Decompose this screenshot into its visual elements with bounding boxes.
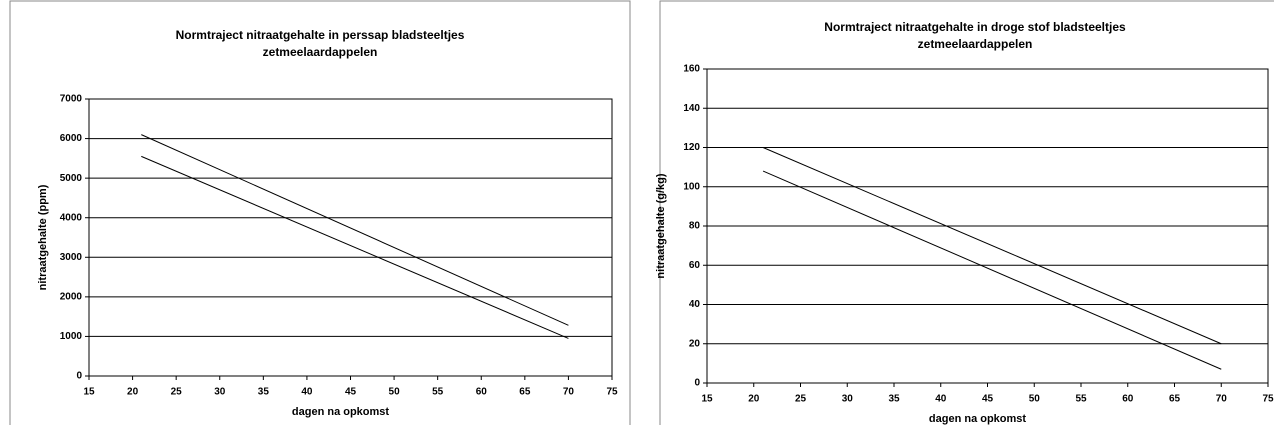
x-tick-label: 75	[606, 387, 618, 398]
x-tick-label: 45	[345, 387, 357, 398]
x-tick-label: 30	[214, 387, 226, 398]
x-tick-label: 65	[1169, 394, 1181, 405]
chart-title: zetmeelaardappelen	[918, 37, 1033, 51]
x-tick-label: 50	[1029, 394, 1041, 405]
series-line	[141, 134, 569, 326]
plot-border	[88, 98, 613, 377]
chart-frame	[9, 0, 631, 425]
y-tick-label: 4000	[60, 212, 83, 223]
x-axis-label: dagen na opkomst	[929, 413, 1027, 425]
y-tick-label: 60	[689, 260, 701, 271]
x-tick-label: 35	[258, 387, 270, 398]
y-tick-label: 20	[689, 338, 701, 349]
chart-frame	[659, 0, 1274, 425]
series-line	[141, 155, 569, 339]
x-tick-label: 55	[1075, 394, 1087, 405]
y-tick-label: 0	[76, 371, 82, 382]
y-tick-label: 2000	[60, 291, 83, 302]
y-tick-label: 3000	[60, 252, 83, 263]
chart-title: zetmeelaardappelen	[263, 45, 378, 59]
x-tick-label: 55	[432, 387, 444, 398]
x-tick-label: 75	[1262, 394, 1274, 405]
y-tick-label: 1000	[60, 331, 83, 342]
chart-title: Normtraject nitraatgehalte in droge stof…	[824, 20, 1126, 34]
x-tick-label: 20	[748, 394, 760, 405]
y-tick-label: 7000	[60, 94, 83, 105]
y-tick-label: 80	[689, 221, 701, 232]
x-tick-label: 70	[1216, 394, 1228, 405]
x-tick-label: 70	[563, 387, 575, 398]
y-tick-label: 6000	[60, 133, 83, 144]
y-tick-label: 120	[683, 142, 700, 153]
x-tick-label: 40	[301, 387, 313, 398]
x-tick-label: 50	[389, 387, 401, 398]
y-tick-label: 140	[683, 103, 700, 114]
series-line	[762, 170, 1222, 370]
x-tick-label: 15	[83, 387, 95, 398]
x-tick-label: 65	[519, 387, 531, 398]
chart-title: Normtraject nitraatgehalte in perssap bl…	[176, 28, 465, 42]
y-tick-label: 160	[683, 64, 700, 75]
x-tick-label: 60	[1122, 394, 1134, 405]
y-tick-label: 0	[694, 378, 700, 389]
series-line	[762, 147, 1222, 345]
x-tick-label: 35	[888, 394, 900, 405]
x-tick-label: 20	[127, 387, 139, 398]
y-tick-label: 100	[683, 181, 700, 192]
x-tick-label: 40	[935, 394, 947, 405]
y-axis-label: nitraatgehalte (g/kg)	[655, 173, 667, 278]
x-tick-label: 25	[795, 394, 807, 405]
y-tick-label: 5000	[60, 173, 83, 184]
x-tick-label: 30	[842, 394, 854, 405]
x-tick-label: 15	[701, 394, 713, 405]
x-axis-label: dagen na opkomst	[292, 406, 390, 418]
x-tick-label: 60	[476, 387, 488, 398]
y-axis-label: nitraatgehalte (ppm)	[37, 184, 49, 290]
y-tick-label: 40	[689, 299, 701, 310]
x-tick-label: 25	[171, 387, 183, 398]
plot-border	[706, 68, 1269, 384]
x-tick-label: 45	[982, 394, 994, 405]
